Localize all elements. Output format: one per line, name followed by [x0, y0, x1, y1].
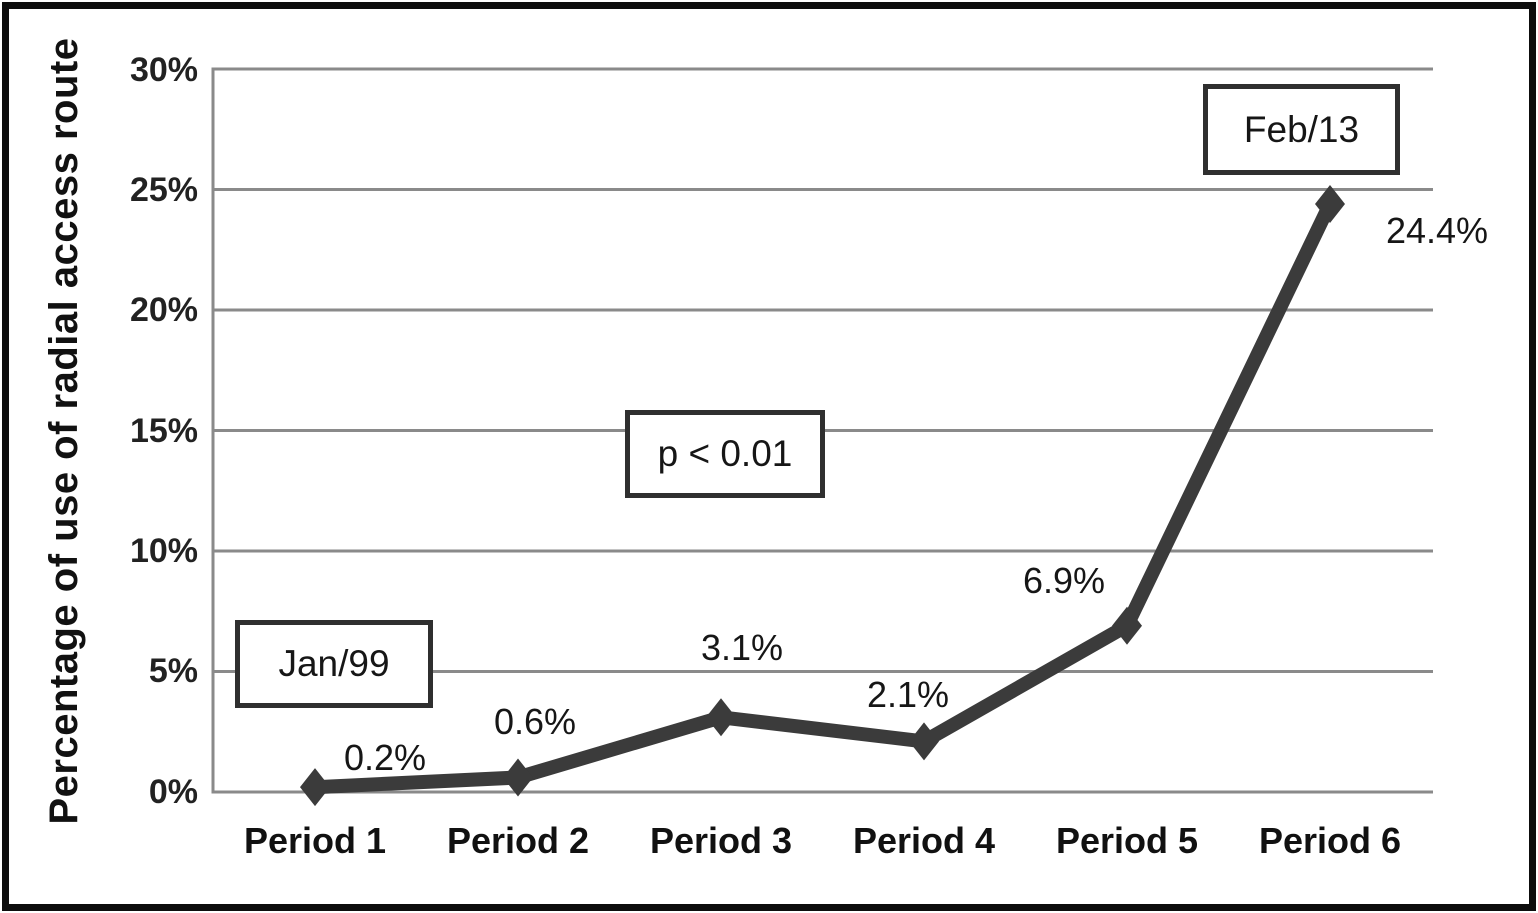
- y-tick-label-0: 0%: [148, 773, 198, 811]
- annotation-text-feb-13: Feb/13: [1243, 108, 1360, 150]
- data-label-period-1: 0.2%: [343, 737, 427, 778]
- data-label-period-3: 3.1%: [700, 627, 784, 668]
- x-axis-label-period-5: Period 5: [1055, 820, 1199, 861]
- x-axis-label-period-3: Period 3: [649, 820, 793, 861]
- data-label-period-4: 2.1%: [866, 674, 950, 715]
- annotation-box-p-value: p < 0.01: [625, 410, 825, 498]
- annotation-box-jan-99: Jan/99: [235, 620, 433, 708]
- annotation-text-p-value: p < 0.01: [657, 433, 793, 474]
- x-axis-label-period-1: Period 1: [243, 820, 387, 861]
- y-tick-label-10: 10%: [129, 532, 198, 570]
- annotation-box-feb-13: Feb/13: [1203, 84, 1400, 175]
- x-axis-label-period-6: Period 6: [1258, 820, 1402, 861]
- y-tick-label-15: 15%: [129, 412, 198, 450]
- data-label-period-6: 24.4%: [1385, 210, 1489, 251]
- data-label-period-2: 0.6%: [493, 701, 577, 742]
- x-axis-label-period-4: Period 4: [852, 820, 996, 861]
- y-tick-label-25: 25%: [129, 171, 198, 209]
- y-tick-label-5: 5%: [148, 652, 198, 690]
- y-tick-label-20: 20%: [129, 291, 198, 329]
- data-label-period-5: 6.9%: [1022, 560, 1106, 601]
- annotation-text-jan-99: Jan/99: [278, 643, 390, 684]
- x-axis-label-period-2: Period 2: [446, 820, 590, 861]
- y-tick-label-30: 30%: [129, 51, 198, 89]
